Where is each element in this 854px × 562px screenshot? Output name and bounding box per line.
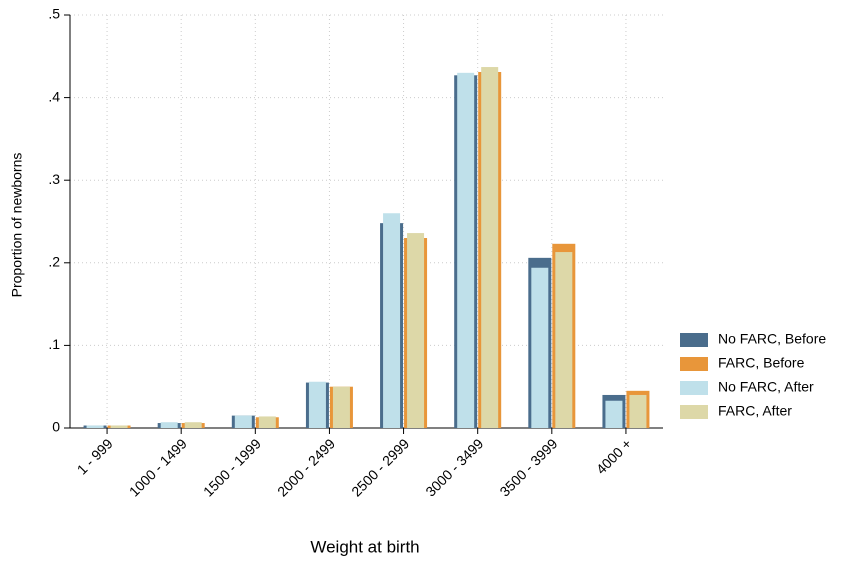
bar (531, 267, 549, 428)
legend-swatch (680, 381, 708, 395)
x-tick-label: 2000 - 2499 (274, 435, 338, 499)
x-tick-label: 2500 - 2999 (348, 435, 412, 499)
bar (383, 213, 401, 428)
legend-label: No FARC, After (718, 379, 814, 395)
x-tick-label: 3500 - 3999 (496, 435, 560, 499)
bar (555, 252, 573, 428)
legend-swatch (680, 405, 708, 419)
y-tick-label: .5 (48, 6, 60, 22)
x-tick-label: 3000 - 3499 (422, 435, 486, 499)
bar (332, 386, 350, 428)
x-tick-label: 4000 + (593, 435, 635, 477)
x-tick-label: 1 - 999 (74, 435, 116, 477)
legend-swatch (680, 333, 708, 347)
bar (481, 67, 499, 429)
bar (308, 381, 326, 428)
bar (86, 425, 104, 428)
y-tick-label: .4 (48, 88, 60, 104)
legend-label: FARC, After (718, 403, 792, 419)
x-tick-label: 1500 - 1999 (200, 435, 264, 499)
bar (184, 422, 202, 428)
bar (629, 394, 647, 428)
bar (110, 425, 128, 428)
bar (234, 415, 252, 428)
bar (258, 416, 276, 428)
legend-label: No FARC, Before (718, 331, 826, 347)
y-axis-title: Proportion of newborns (9, 153, 25, 298)
legend-swatch (680, 357, 708, 371)
bar (605, 400, 623, 428)
y-tick-label: .2 (48, 254, 60, 270)
x-axis-title: Weight at birth (310, 537, 419, 556)
y-tick-label: 0 (52, 419, 60, 435)
y-tick-label: .3 (48, 171, 60, 187)
bar (407, 233, 425, 428)
y-tick-label: .1 (48, 336, 60, 352)
legend-label: FARC, Before (718, 355, 805, 371)
bar (457, 72, 475, 428)
x-tick-label: 1000 - 1499 (126, 435, 190, 499)
bar (160, 422, 178, 428)
